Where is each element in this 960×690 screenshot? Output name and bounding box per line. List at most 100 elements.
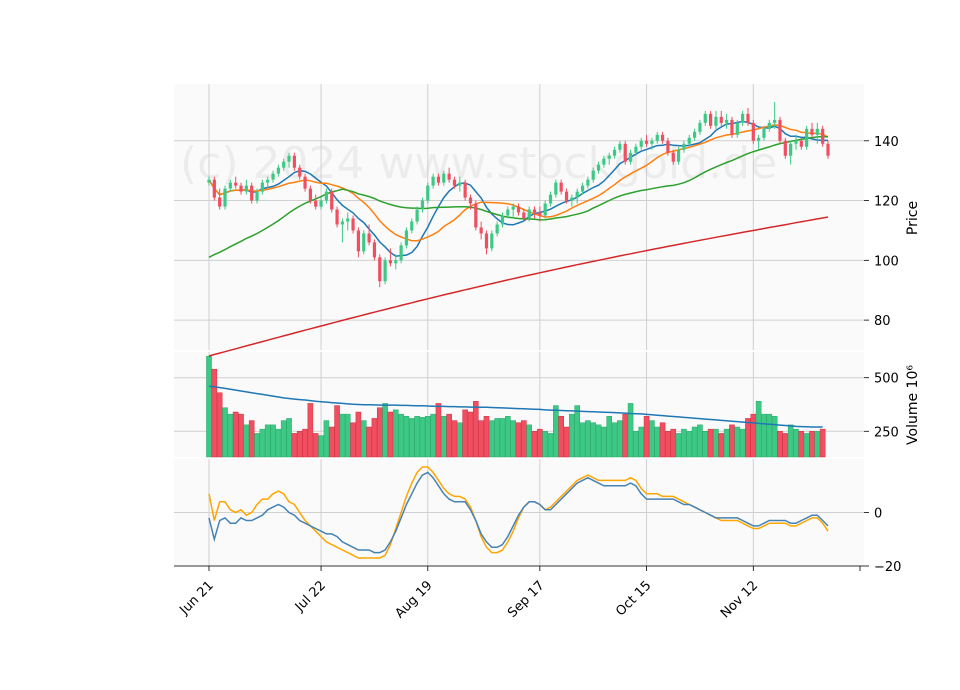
candle-body: [735, 122, 739, 135]
volume-bar: [483, 416, 490, 458]
volume-bar: [419, 417, 426, 458]
candle-body: [570, 197, 574, 201]
volume-bar: [435, 403, 442, 458]
candle-body: [362, 233, 366, 252]
volume-bar: [734, 426, 741, 458]
candle-body: [367, 233, 371, 243]
candle-body: [500, 215, 505, 225]
volume-bar: [376, 407, 383, 458]
volume-bar: [585, 420, 591, 458]
candle-body: [810, 128, 814, 135]
candle-body: [490, 233, 494, 249]
volume-bar: [478, 420, 484, 458]
price-axis-label: Price: [905, 201, 921, 235]
volume-bar: [360, 420, 367, 458]
candle-body: [276, 167, 280, 174]
candle-body: [479, 227, 483, 234]
candle-body: [671, 152, 675, 162]
volume-bar: [302, 428, 308, 458]
volume-bar: [633, 431, 639, 458]
candle-body: [676, 149, 681, 162]
candle-body: [218, 197, 222, 207]
y-axis-ticks: 80 100 120 140 250 500 −20 0: [864, 135, 901, 575]
candle-body: [527, 209, 531, 219]
candle-body: [346, 218, 350, 222]
candle-body: [330, 191, 334, 210]
volume-bar: [563, 426, 570, 458]
candle-body: [644, 140, 649, 144]
volume-bar: [531, 431, 538, 458]
candle-body: [767, 122, 771, 129]
candle-body: [340, 221, 345, 225]
volume-bar: [430, 413, 436, 458]
volume-bar: [350, 422, 356, 458]
y-tick-label: 0: [874, 507, 882, 522]
volume-bar: [782, 433, 789, 458]
volume-bar: [254, 433, 260, 458]
candle-body: [607, 155, 611, 159]
volume-bar: [574, 405, 580, 458]
volume-bar: [259, 428, 266, 458]
candle-body: [639, 140, 643, 147]
volume-bar: [691, 426, 698, 458]
candle-body: [415, 209, 419, 222]
candle-body: [298, 167, 302, 177]
volume-bar: [307, 403, 314, 458]
volume-bar: [398, 413, 404, 458]
volume-bar: [312, 433, 319, 458]
volume-bar: [280, 420, 287, 458]
x-tick-label: Nov 12: [718, 578, 761, 621]
x-tick-label: Jun 21: [177, 578, 217, 618]
candle-body: [287, 155, 291, 162]
volume-bar: [451, 420, 458, 458]
volume-bar: [617, 420, 623, 458]
candle-body: [378, 257, 382, 282]
volume-bar: [787, 424, 794, 458]
candle-body: [687, 137, 691, 144]
volume-bar: [334, 405, 340, 458]
candle-body: [634, 146, 638, 153]
candle-body: [548, 194, 553, 204]
candle-body: [543, 203, 547, 216]
candle-body: [356, 230, 361, 252]
candle-body: [447, 173, 451, 180]
candle-body: [452, 179, 457, 186]
candle-body: [698, 122, 702, 132]
candle-body: [650, 140, 654, 144]
y-tick-label: 100: [874, 254, 899, 269]
volume-bar: [505, 416, 511, 458]
candle-body: [292, 155, 296, 168]
y-tick-label: 250: [874, 425, 899, 440]
candle-body: [506, 209, 510, 216]
volume-bar: [403, 416, 410, 458]
volume-bar: [318, 435, 324, 458]
volume-bar: [686, 431, 693, 458]
volume-bar: [814, 431, 821, 458]
candle-body: [703, 113, 707, 123]
volume-bar: [798, 431, 805, 458]
volume-bar: [441, 416, 447, 458]
volume-bar: [638, 426, 645, 458]
candle-body: [484, 233, 489, 249]
volume-bar: [649, 420, 655, 458]
y-tick-label: −20: [874, 560, 901, 575]
candle-body: [532, 209, 537, 213]
volume-bar: [622, 413, 629, 458]
candle-body: [628, 152, 633, 162]
volume-bar: [243, 424, 250, 458]
volume-bar: [761, 413, 767, 458]
candle-body: [319, 200, 323, 207]
volume-bar: [707, 428, 714, 458]
volume-bar: [723, 428, 730, 458]
ma-long-line: [208, 135, 829, 258]
candle-body: [602, 158, 606, 165]
volume-bar: [489, 420, 495, 458]
candle-body: [773, 119, 777, 123]
x-tick-label: Aug 19: [392, 578, 435, 621]
volume-bar: [643, 416, 650, 458]
volume-bar: [601, 426, 607, 458]
volume-bar: [227, 413, 234, 458]
volume-bar: [665, 431, 671, 458]
candle-body: [244, 185, 248, 192]
candle-body: [383, 260, 387, 282]
